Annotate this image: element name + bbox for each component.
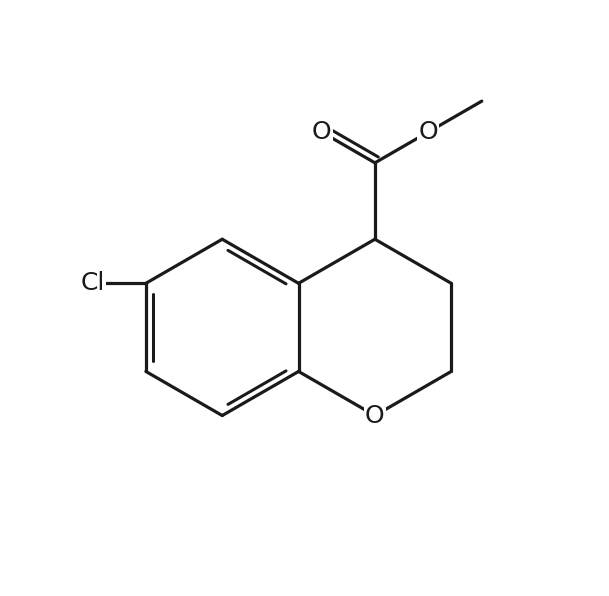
Text: O: O: [418, 120, 438, 144]
Text: O: O: [365, 403, 385, 427]
Text: O: O: [312, 120, 331, 144]
Text: Cl: Cl: [81, 271, 105, 295]
